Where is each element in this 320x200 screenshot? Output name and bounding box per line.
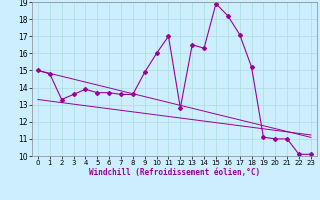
X-axis label: Windchill (Refroidissement éolien,°C): Windchill (Refroidissement éolien,°C) (89, 168, 260, 177)
